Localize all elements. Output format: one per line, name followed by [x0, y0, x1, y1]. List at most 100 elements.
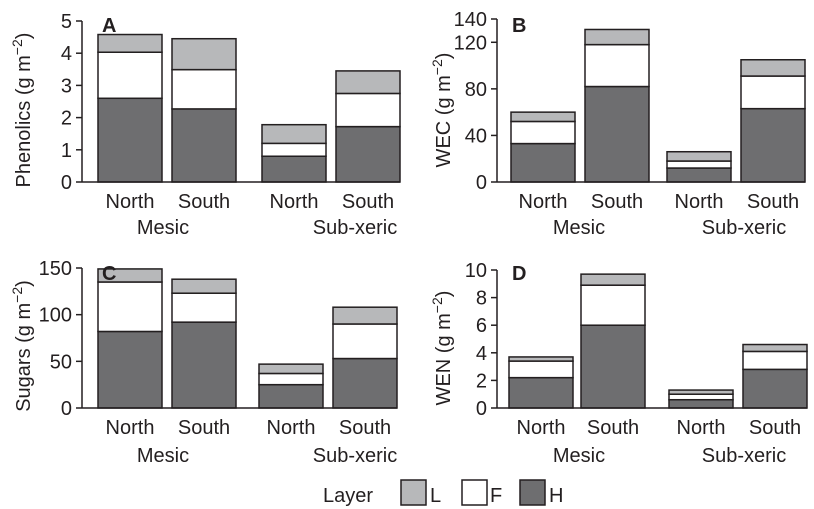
legend-label-h: H: [549, 485, 563, 507]
y-tick-label: 150: [39, 258, 72, 280]
panel-a: 0 1 2 3 4 5 Phenolics (g m−2) A North South North S…: [9, 11, 401, 239]
bar-b-2-h: [666, 167, 732, 183]
bar-a-3-h: [335, 125, 401, 183]
y-tick-label: 0: [61, 172, 72, 194]
bar-c-0-f: [97, 281, 163, 333]
y-tick-label: 2: [61, 108, 72, 130]
x-category-label: North: [519, 191, 568, 213]
x-group-label: Sub-xeric: [702, 445, 786, 467]
bar-c-3-h: [332, 357, 398, 409]
panel-letter: D: [512, 263, 526, 285]
bar-c-2-l: [258, 363, 324, 375]
bar-d-3-f: [742, 350, 808, 371]
bar-d-2-f: [668, 393, 734, 401]
legend: Layer L F H: [323, 479, 563, 507]
x-category-label: South: [178, 191, 230, 213]
bar-a-3-l: [335, 70, 401, 95]
x-category-label: North: [677, 417, 726, 439]
bar-d-3-l: [742, 343, 808, 353]
x-category-label: North: [675, 191, 724, 213]
panel-letter: A: [102, 15, 116, 37]
bar-a-0-h: [97, 97, 163, 183]
bar-b-3-l: [740, 59, 806, 77]
y-axis-title: Sugars (g m−2): [9, 280, 35, 412]
y-tick-label: 50: [50, 351, 72, 373]
y-tick-label: 120: [454, 32, 487, 54]
bar-d-2-h: [668, 398, 734, 409]
y-tick-label: 5: [61, 11, 72, 33]
x-category-label: North: [267, 417, 316, 439]
bar-b-3-f: [740, 75, 806, 110]
y-tick-label: 0: [476, 172, 487, 194]
bar-b-0-f: [510, 120, 576, 145]
legend-label-f: F: [490, 485, 502, 507]
x-category-label: North: [270, 191, 319, 213]
y-tick-label: 6: [476, 315, 487, 337]
x-group-label: Mesic: [137, 217, 189, 239]
bar-b-1-l: [584, 28, 650, 46]
bar-b-2-l: [666, 150, 732, 162]
y-tick-label: 40: [465, 125, 487, 147]
bar-d-1-h: [580, 324, 646, 409]
y-tick-label: 80: [465, 79, 487, 101]
bar-a-2-f: [261, 142, 327, 157]
y-tick-label: 2: [476, 370, 487, 392]
x-category-label: North: [106, 417, 155, 439]
bar-d-1-f: [580, 284, 646, 326]
bar-d-3-h: [742, 368, 808, 409]
x-group-label: Mesic: [553, 217, 605, 239]
bar-d-2-l: [668, 389, 734, 395]
bar-b-1-f: [584, 43, 650, 88]
x-category-label: North: [106, 191, 155, 213]
bar-a-1-f: [171, 68, 237, 110]
panel-d: 0 2 4 6 8 10 WEN (g m−2) D North South North South M…: [429, 260, 808, 467]
x-group-label: Sub-xeric: [313, 217, 397, 239]
y-axis-title: WEC (g m−2): [429, 53, 455, 168]
y-axis-title: Phenolics (g m−2): [9, 33, 35, 188]
bar-c-1-h: [171, 321, 237, 409]
bar-a-2-h: [261, 155, 327, 183]
legend-swatch-h: [519, 479, 546, 506]
x-category-label: South: [587, 417, 639, 439]
bar-d-0-f: [508, 360, 574, 379]
x-category-label: South: [749, 417, 801, 439]
x-category-label: North: [517, 417, 566, 439]
bar-d-1-l: [580, 273, 646, 286]
x-category-label: South: [747, 191, 799, 213]
bar-b-0-h: [510, 142, 576, 183]
legend-swatch-l: [400, 479, 427, 506]
bar-a-0-l: [97, 33, 163, 53]
bar-c-3-l: [332, 306, 398, 325]
y-tick-label: 0: [476, 398, 487, 420]
bar-a-1-h: [171, 108, 237, 183]
y-tick-label: 10: [465, 260, 487, 282]
x-category-label: South: [591, 191, 643, 213]
y-tick-label: 140: [454, 9, 487, 31]
panel-letter: B: [512, 15, 526, 37]
bar-a-0-f: [97, 51, 163, 100]
bar-a-3-f: [335, 92, 401, 128]
x-group-label: Sub-xeric: [702, 217, 786, 239]
bar-c-2-h: [258, 383, 324, 409]
legend-label-l: L: [430, 485, 441, 507]
bar-c-1-f: [171, 292, 237, 323]
bar-b-0-l: [510, 111, 576, 123]
legend-swatch-f: [461, 479, 488, 506]
y-tick-label: 8: [476, 288, 487, 310]
y-tick-label: 1: [61, 140, 72, 162]
bar-b-2-f: [666, 160, 732, 169]
bar-b-3-h: [740, 107, 806, 183]
bar-d-0-h: [508, 376, 574, 409]
x-group-label: Sub-xeric: [313, 445, 397, 467]
y-tick-label: 4: [476, 343, 487, 365]
bar-a-2-l: [261, 123, 327, 145]
y-axis-title: WEN (g m−2): [429, 291, 455, 406]
bar-b-1-h: [584, 85, 650, 183]
x-group-label: Mesic: [137, 445, 189, 467]
bar-c-1-l: [171, 278, 237, 294]
y-tick-label: 4: [61, 43, 72, 65]
bar-a-1-l: [171, 37, 237, 71]
